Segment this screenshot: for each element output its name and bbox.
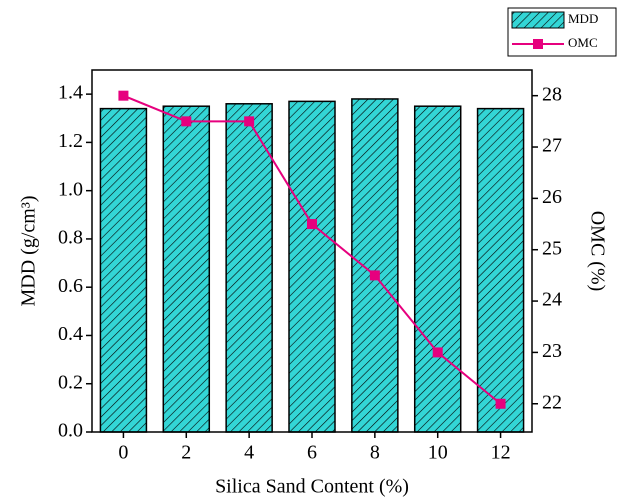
- legend-label: MDD: [568, 11, 598, 26]
- y-tick-label: 1.0: [58, 178, 83, 200]
- marker: [495, 398, 506, 409]
- bar: [162, 105, 211, 433]
- y-tick-label: 1.2: [58, 130, 83, 152]
- x-tick-label: 0: [118, 442, 128, 464]
- marker: [307, 219, 317, 230]
- y2-tick-label: 23: [542, 340, 562, 362]
- y-tick-label: 0.6: [58, 275, 83, 297]
- y2-tick-label: 22: [542, 391, 562, 413]
- y-tick-label: 0.8: [58, 227, 83, 249]
- y-tick-label: 0.4: [58, 323, 83, 345]
- legend-marker: [533, 39, 543, 49]
- bar: [351, 98, 399, 433]
- x-axis-label: Silica Sand Content (%): [215, 476, 409, 498]
- bar: [99, 107, 148, 433]
- y2-tick-label: 25: [542, 237, 562, 259]
- bar: [288, 100, 336, 433]
- marker: [181, 116, 192, 127]
- y2-tick-label: 24: [542, 289, 562, 311]
- x-tick-label: 2: [181, 442, 191, 464]
- y2-tick-label: 26: [542, 186, 562, 208]
- marker: [432, 347, 443, 358]
- x-tick-label: 6: [307, 442, 317, 464]
- legend-swatch: [511, 11, 565, 29]
- bar: [413, 105, 462, 433]
- x-tick-label: 8: [370, 442, 380, 464]
- x-tick-label: 10: [428, 442, 448, 464]
- y2-axis-label: OMC (%): [586, 211, 608, 292]
- y-tick-label: 0.0: [58, 420, 83, 442]
- bar: [476, 107, 525, 433]
- legend-label: OMC: [568, 35, 598, 50]
- marker: [369, 270, 380, 281]
- y-tick-label: 1.4: [58, 82, 83, 104]
- marker: [244, 116, 255, 127]
- y2-tick-label: 27: [542, 135, 562, 157]
- bar: [225, 103, 273, 433]
- x-tick-label: 12: [491, 442, 511, 464]
- y-tick-label: 0.2: [58, 371, 83, 393]
- marker: [118, 90, 129, 101]
- y2-tick-label: 28: [542, 83, 562, 105]
- y-axis-label: MDD (g/cm³): [18, 196, 40, 307]
- x-tick-label: 4: [244, 442, 254, 464]
